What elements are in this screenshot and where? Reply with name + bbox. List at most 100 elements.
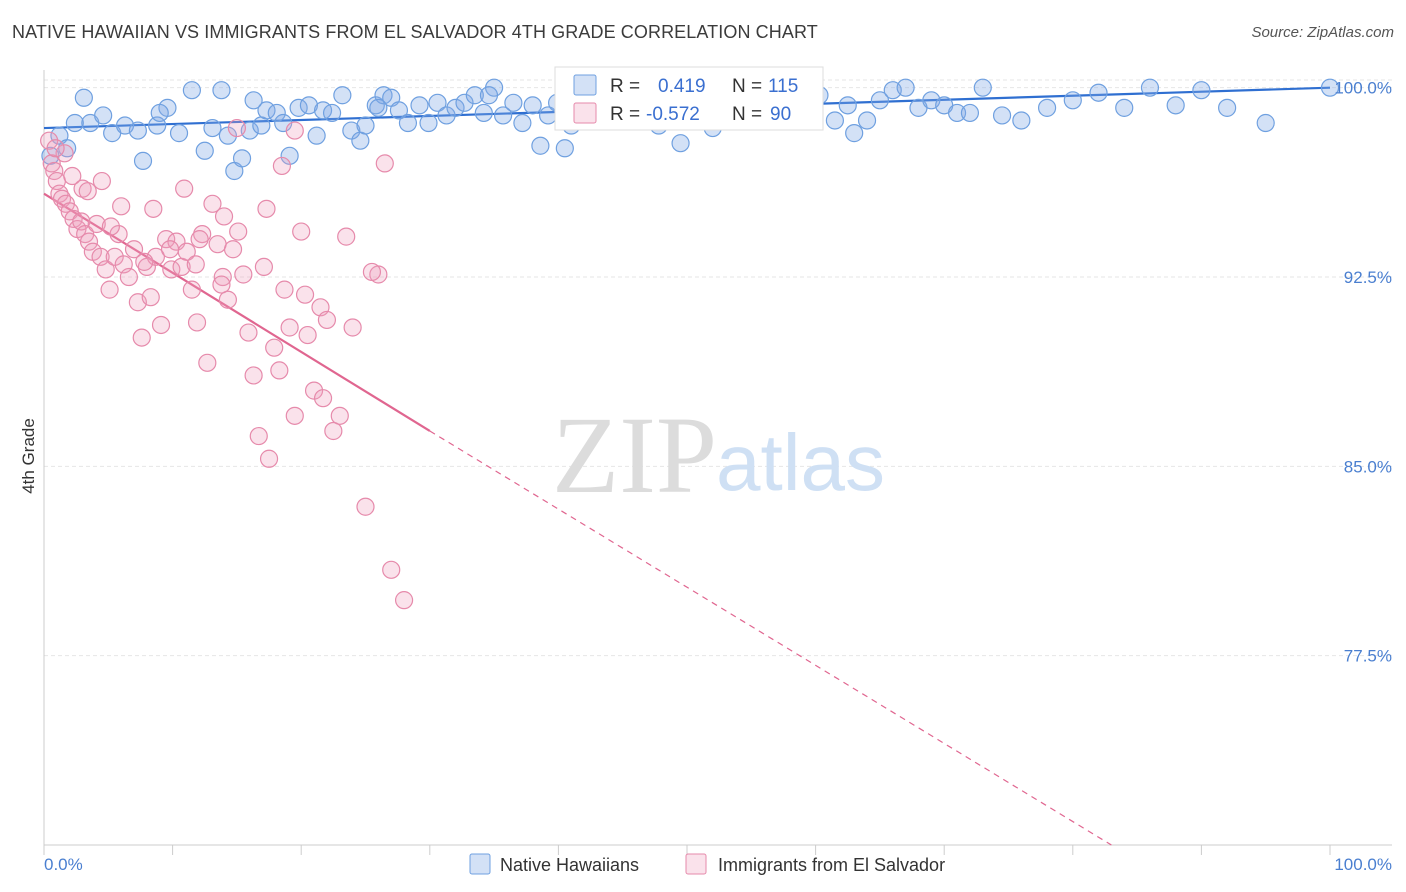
data-point <box>410 96 429 115</box>
legend-label-native-hawaiians: Native Hawaiians <box>500 855 639 875</box>
data-point <box>160 240 180 259</box>
data-point <box>324 421 343 441</box>
data-point <box>366 96 385 115</box>
data-point <box>132 328 151 347</box>
data-point <box>845 124 864 143</box>
data-point <box>285 121 304 140</box>
data-point <box>40 131 59 150</box>
watermark: ZIP atlas <box>552 394 885 516</box>
data-point <box>337 227 356 246</box>
data-point <box>356 116 375 135</box>
data-point <box>50 184 69 203</box>
data-point <box>101 217 120 236</box>
data-point <box>1089 83 1108 102</box>
data-point <box>307 126 326 145</box>
data-point <box>46 139 65 158</box>
data-point <box>232 149 252 168</box>
data-point <box>229 222 248 241</box>
data-point <box>96 260 115 279</box>
data-point <box>119 267 138 287</box>
data-point <box>398 113 418 133</box>
chart-title: NATIVE HAWAIIAN VS IMMIGRANTS FROM EL SA… <box>12 22 818 42</box>
data-point <box>133 151 153 170</box>
data-point <box>208 235 227 254</box>
data-point <box>973 78 992 97</box>
data-point <box>494 106 513 125</box>
data-point <box>257 199 276 218</box>
data-point <box>63 166 82 186</box>
data-point <box>212 81 231 100</box>
data-point <box>94 106 113 125</box>
data-point <box>419 113 438 133</box>
stats-pink-n-value: 90 <box>770 104 791 125</box>
data-point <box>523 96 542 115</box>
data-point <box>382 560 401 579</box>
data-point <box>1063 91 1082 110</box>
data-point <box>267 103 286 123</box>
data-point <box>135 252 154 271</box>
data-point <box>555 139 574 158</box>
data-point <box>73 179 92 198</box>
data-point <box>351 131 370 150</box>
data-point <box>146 247 165 266</box>
data-point <box>128 121 147 140</box>
data-point <box>275 280 294 299</box>
data-point <box>74 88 93 107</box>
data-point <box>295 285 315 304</box>
data-point <box>947 103 967 123</box>
data-point <box>227 118 246 138</box>
data-point <box>1218 98 1237 117</box>
data-point <box>259 449 279 468</box>
data-point <box>218 290 237 309</box>
y-tick-labels: 100.0% 92.5% 85.0% 77.5% <box>1334 79 1392 666</box>
stats-pink-r-label: R = <box>610 104 640 125</box>
data-point <box>1192 81 1211 100</box>
data-point <box>244 366 263 385</box>
data-point <box>190 230 209 249</box>
source-attribution: Source: ZipAtlas.com <box>1251 24 1394 41</box>
data-point <box>141 288 160 307</box>
stats-blue-n-value: 115 <box>768 76 798 97</box>
data-point <box>1115 98 1134 117</box>
stats-blue-swatch <box>573 74 597 96</box>
legend-swatch-el-salvador <box>685 853 707 875</box>
data-point <box>272 156 292 176</box>
data-point <box>182 280 201 299</box>
data-point <box>1140 78 1160 97</box>
data-point <box>857 111 877 130</box>
data-point <box>65 113 84 133</box>
data-point <box>825 111 844 130</box>
data-point <box>1320 78 1340 97</box>
data-point <box>513 113 532 133</box>
data-point <box>213 267 232 287</box>
data-point <box>223 240 243 259</box>
stats-pink-n-label: N = <box>732 104 762 125</box>
data-point <box>195 141 214 160</box>
data-point <box>960 103 980 123</box>
data-point <box>333 86 352 105</box>
data-point <box>322 103 342 123</box>
data-point <box>244 91 263 110</box>
data-point <box>671 134 690 153</box>
data-point <box>299 96 319 115</box>
x-tick-label: 100.0% <box>1334 855 1392 874</box>
data-point <box>838 96 857 115</box>
data-point <box>150 103 169 123</box>
legend: Native Hawaiians Immigrants from El Salv… <box>469 853 945 875</box>
data-point <box>182 81 201 100</box>
legend-swatch-native-hawaiians <box>469 853 491 875</box>
y-tick-label: 100.0% <box>1334 79 1392 98</box>
data-point <box>239 323 258 342</box>
y-tick-label: 85.0% <box>1344 457 1392 476</box>
stats-pink-swatch <box>573 102 597 124</box>
legend-label-el-salvador: Immigrants from El Salvador <box>718 855 945 875</box>
data-point <box>175 179 194 198</box>
data-point <box>330 406 349 425</box>
data-point <box>280 146 299 165</box>
data-point <box>169 124 189 143</box>
data-points <box>40 78 1340 610</box>
data-point <box>313 389 333 408</box>
data-point <box>285 406 304 425</box>
data-point <box>870 91 890 110</box>
